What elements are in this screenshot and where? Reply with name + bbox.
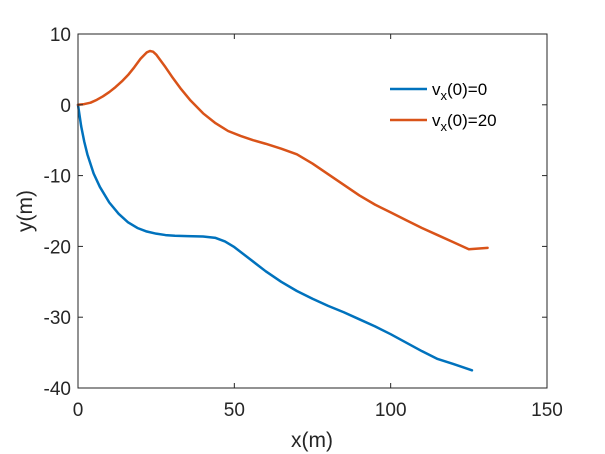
series-group xyxy=(76,49,489,372)
legend-label-series-2-rest: (0)=20 xyxy=(447,111,497,130)
legend-label-series-1-main: v xyxy=(432,80,441,99)
y-tick-label: -10 xyxy=(44,167,71,188)
x-tick-label: 100 xyxy=(375,400,407,421)
series-line-2 xyxy=(76,49,489,251)
legend-label-series-2-sub: x xyxy=(441,119,448,134)
legend-label-series-1-rest: (0)=0 xyxy=(447,80,487,99)
tick-labels: 0 50 100 150 -40 -30 -20 -10 0 10 xyxy=(44,25,563,421)
legend: vx(0)=0 vx(0)=20 xyxy=(390,80,497,134)
legend-label-series-1-sub: x xyxy=(441,88,448,103)
y-tick-label: 0 xyxy=(60,96,71,117)
legend-label-series-2: vx(0)=20 xyxy=(432,111,497,134)
series-line-1 xyxy=(76,103,474,372)
x-tick-label: 0 xyxy=(73,400,84,421)
legend-label-series-1: vx(0)=0 xyxy=(432,80,487,103)
y-tick-label: 10 xyxy=(50,25,71,46)
x-tick-label: 150 xyxy=(531,400,563,421)
y-tick-label: -30 xyxy=(44,308,71,329)
x-axis-label: x(m) xyxy=(291,429,333,452)
legend-label-series-2-main: v xyxy=(432,111,441,130)
x-tick-label: 50 xyxy=(224,400,245,421)
y-axis-label: y(m) xyxy=(14,190,37,232)
y-tick-label: -20 xyxy=(44,237,71,258)
ticks-group xyxy=(77,33,548,389)
plot-background xyxy=(78,34,547,388)
plot-frame xyxy=(77,33,548,389)
y-tick-label: -40 xyxy=(44,379,71,400)
